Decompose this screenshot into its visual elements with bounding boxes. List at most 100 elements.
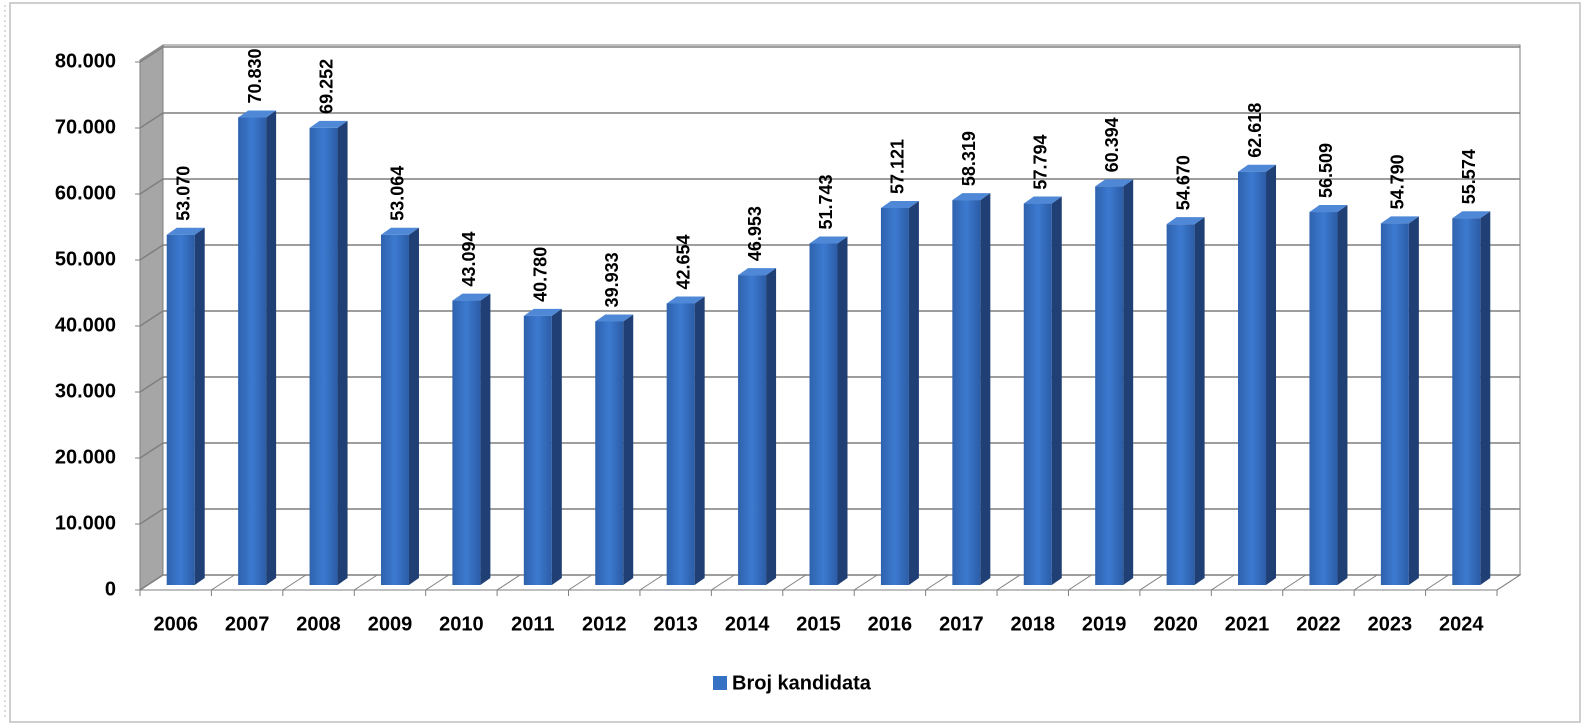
floor-line: [353, 574, 378, 591]
data-label: 43.094: [459, 232, 479, 287]
floor-line: [568, 574, 592, 591]
y-tick-label: 40.000: [55, 314, 116, 336]
legend-swatch: [713, 676, 727, 690]
bar-top: [452, 293, 491, 301]
floor-line: [1353, 574, 1378, 591]
y-tick-label: 80.000: [55, 50, 116, 72]
y-tick-label: 20.000: [55, 446, 116, 468]
bar-top: [523, 308, 562, 316]
bar-side: [837, 236, 848, 585]
grid-line: [139, 310, 164, 327]
data-label: 46.953: [745, 206, 765, 261]
bar: [952, 200, 981, 585]
grid-line: [139, 442, 164, 459]
bar: [166, 234, 195, 585]
floor-line: [996, 574, 1021, 591]
x-tick-label: 2011: [511, 613, 554, 635]
x-tick-label: 2010: [439, 613, 484, 635]
x-tick-label: 2023: [1368, 613, 1413, 635]
data-label: 56.509: [1316, 143, 1336, 198]
bar-side: [1266, 164, 1277, 586]
bar-top: [380, 227, 419, 235]
bar: [1452, 218, 1481, 585]
bar-side: [266, 110, 277, 585]
x-tick-label: 2016: [868, 613, 913, 635]
bar: [523, 315, 552, 585]
bar: [238, 117, 267, 585]
x-tick-label: 2006: [153, 613, 198, 635]
data-label: 70.830: [245, 48, 265, 103]
grid-line: [139, 376, 164, 393]
bar-side: [980, 193, 991, 585]
bar-side: [1123, 179, 1134, 585]
x-tick-label: 2024: [1439, 613, 1484, 635]
bar-side: [1194, 217, 1205, 586]
y-tick-label: 60.000: [55, 182, 116, 204]
bar-top: [309, 120, 348, 128]
bar: [738, 275, 767, 585]
legend-label: Broj kandidata: [732, 672, 872, 694]
bar: [880, 208, 909, 585]
bar-top: [738, 268, 777, 276]
x-tick-label: 2021: [1225, 613, 1270, 635]
bar: [809, 243, 838, 585]
data-label: 57.794: [1031, 134, 1051, 189]
x-tick-label: 2007: [225, 613, 270, 635]
y-tick-label: 30.000: [55, 380, 116, 402]
data-label: 51.743: [816, 174, 836, 229]
x-tick-label: 2009: [368, 613, 413, 635]
bar-top: [880, 201, 919, 209]
floor-line: [211, 574, 235, 591]
bar-side: [766, 268, 777, 585]
bar: [380, 234, 409, 586]
bar-side: [908, 201, 919, 585]
grid-line: [139, 244, 164, 261]
data-label: 58.319: [959, 131, 979, 186]
data-label: 54.790: [1388, 154, 1408, 209]
bar-side: [1408, 216, 1419, 586]
bar: [666, 303, 695, 585]
bar: [1380, 223, 1409, 586]
bar-top: [1166, 217, 1205, 225]
bar-top: [809, 236, 848, 244]
bar-side: [480, 293, 491, 585]
grid-line: [139, 178, 164, 195]
floor-line: [139, 574, 164, 591]
bar: [452, 300, 481, 585]
x-tick-label: 2013: [653, 613, 698, 635]
floor-line: [496, 574, 521, 591]
x-tick-label: 2012: [582, 613, 627, 635]
floor-line: [1211, 574, 1235, 591]
bar-top: [238, 110, 277, 118]
floor-line: [425, 574, 449, 591]
bar-side: [623, 314, 634, 585]
floor-line: [925, 574, 949, 591]
data-label: 42.654: [673, 234, 693, 289]
x-tick-label: 2018: [1011, 613, 1056, 635]
floor-line: [782, 574, 807, 591]
x-tick-label: 2008: [296, 613, 341, 635]
floor-line: [711, 574, 735, 591]
x-tick-label: 2019: [1082, 613, 1127, 635]
floor-line: [853, 574, 878, 591]
data-label: 57.121: [888, 139, 908, 194]
bar-top: [1309, 205, 1348, 213]
grid-line: [139, 112, 164, 129]
grid-line: [139, 46, 164, 63]
x-tick-label: 2017: [939, 613, 984, 635]
grid-line: [139, 508, 164, 525]
floor-line: [639, 574, 664, 591]
data-label: 53.064: [388, 166, 408, 221]
x-tick-label: 2020: [1153, 613, 1198, 635]
data-label: 62.618: [1245, 103, 1265, 158]
floor-line: [282, 574, 307, 591]
chart-border: [9, 2, 1581, 723]
floor-line: [1282, 574, 1307, 591]
bar: [1166, 224, 1195, 586]
bar: [595, 321, 624, 585]
data-label: 40.780: [531, 247, 551, 302]
bar: [1309, 212, 1338, 586]
data-label: 69.252: [316, 59, 336, 114]
bar-top: [595, 314, 634, 322]
floor-line: [1068, 574, 1092, 591]
